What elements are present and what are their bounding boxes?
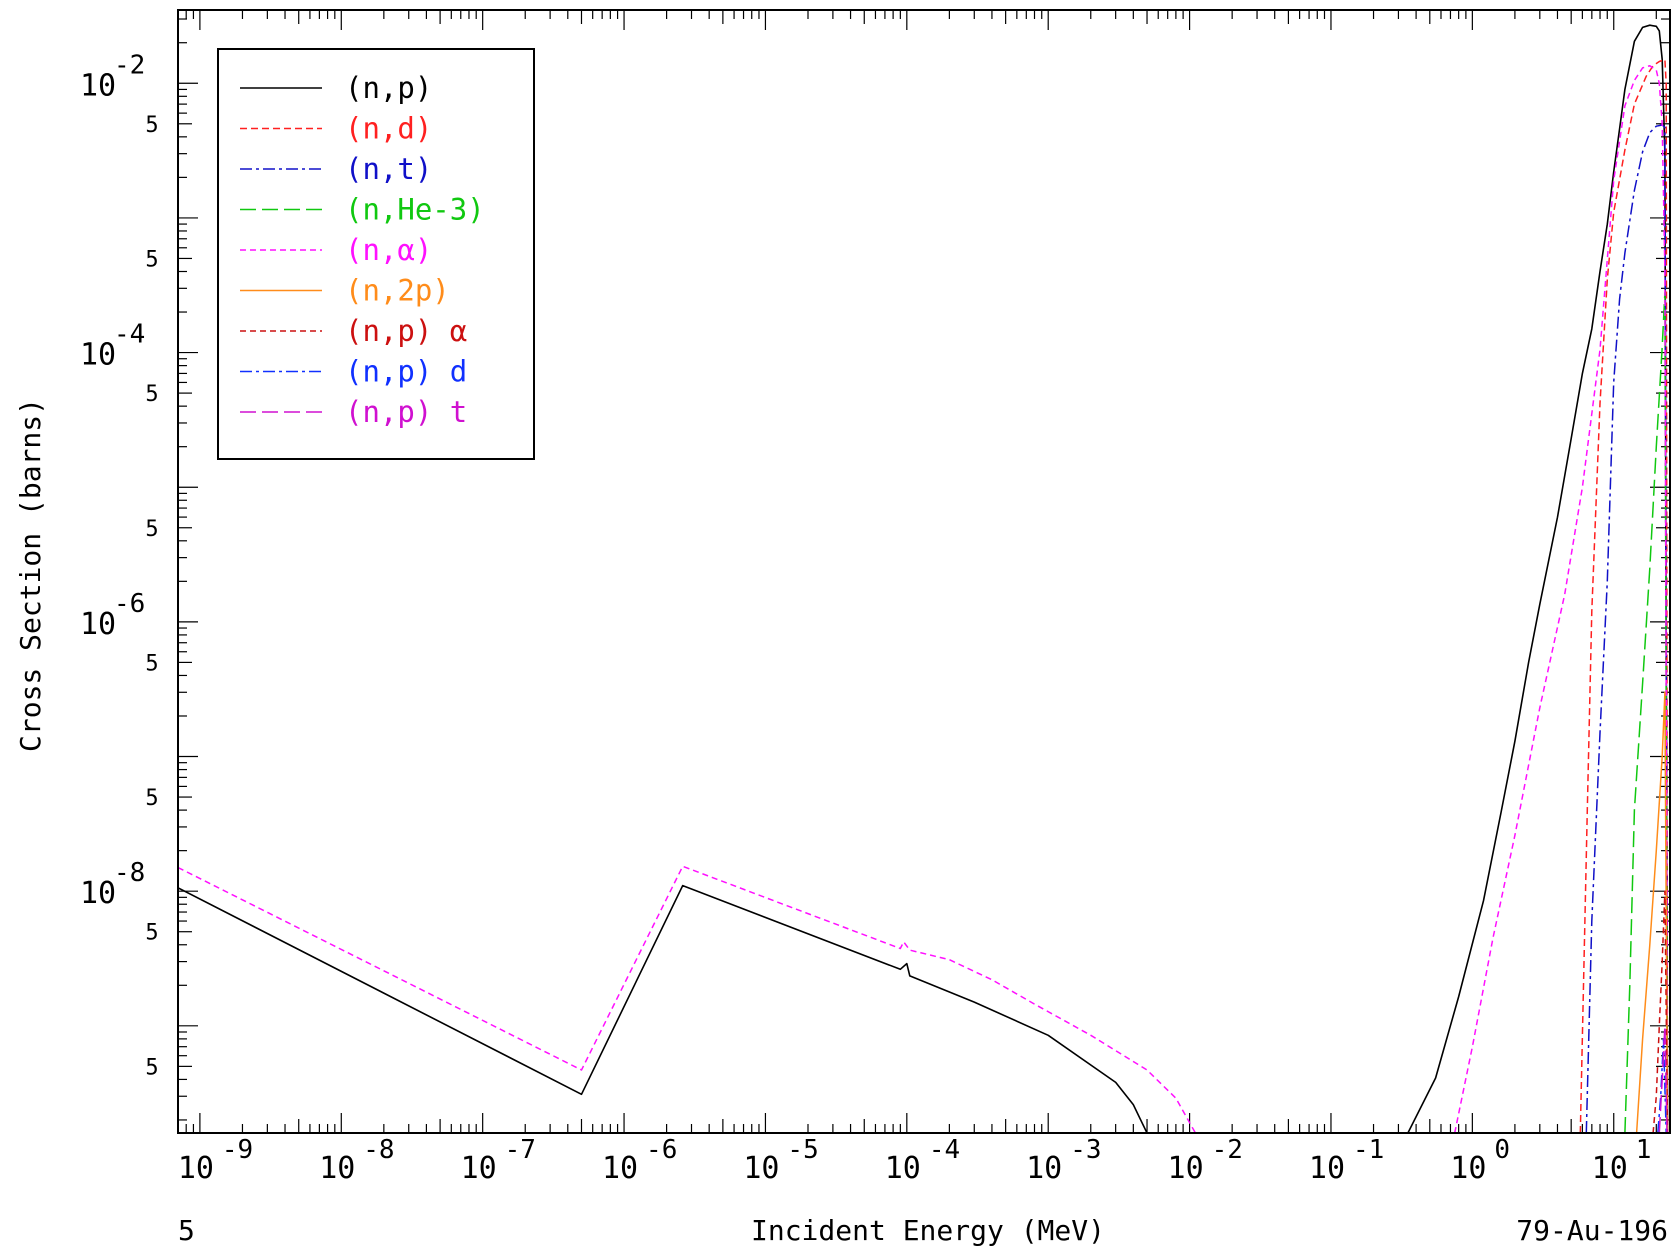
x-tick-label: 10: [178, 1151, 214, 1186]
y-tick-label: 10: [80, 607, 116, 642]
series-line-0: [178, 884, 1148, 1133]
series-line-3: [1585, 124, 1669, 1133]
y-tick-label: 10: [80, 876, 116, 911]
x-tick-label: 10: [1026, 1151, 1062, 1186]
x-tick-label: 10: [319, 1151, 355, 1186]
y-minor-label: 5: [145, 651, 158, 676]
legend-label: (n,p) d: [345, 355, 467, 389]
series-line-7: [1635, 691, 1669, 1133]
legend-label: (n,He-3): [345, 193, 485, 227]
y-minor-label: 5: [145, 517, 158, 542]
x-tick-exponent: -1: [1353, 1135, 1384, 1165]
x-tick-label: 10: [461, 1151, 497, 1186]
legend-box: [217, 48, 535, 460]
x-tick-exponent: 0: [1494, 1135, 1510, 1165]
legend-label: (n,d): [345, 112, 432, 146]
x-tick-label: 10: [1592, 1151, 1628, 1186]
x-tick-exponent: -6: [646, 1135, 677, 1165]
y-minor-label: 5: [145, 1055, 158, 1080]
legend-label: (n,t): [345, 152, 432, 186]
series-line-9: [1657, 1038, 1667, 1133]
series-line-6: [1453, 64, 1669, 1133]
y-minor-label: 5: [145, 247, 158, 272]
x-tick-exponent: -9: [222, 1135, 253, 1165]
series-line-4: [1624, 291, 1669, 1133]
legend: (n,p) (n,d) (n,t) (n,He-3) (n,α) (n,2p) (n,p) …: [217, 48, 535, 460]
legend-label: (n,α): [345, 233, 432, 267]
bottom-right-text: 79-Au-196: [1516, 1214, 1668, 1247]
y-axis-label: Cross Section (barns): [14, 398, 47, 752]
y-tick-exponent: -8: [114, 858, 145, 888]
x-tick-exponent: -3: [1070, 1135, 1101, 1165]
x-tick-exponent: -5: [787, 1135, 818, 1165]
x-tick-label: 10: [1450, 1151, 1486, 1186]
x-tick-label: 10: [602, 1151, 638, 1186]
y-tick-label: 10: [80, 68, 116, 103]
x-tick-exponent: -4: [929, 1135, 960, 1165]
x-tick-label: 10: [1309, 1151, 1345, 1186]
y-minor-label: 5: [145, 113, 158, 138]
x-tick-label: 10: [1168, 1151, 1204, 1186]
y-minor-label: 5: [145, 786, 158, 811]
y-minor-label: 5: [145, 921, 158, 946]
legend-label: (n,p) α: [345, 314, 467, 348]
y-tick-exponent: -2: [114, 50, 145, 80]
series-line-8: [1652, 890, 1669, 1133]
y-tick-exponent: -6: [114, 589, 145, 619]
x-tick-exponent: 1: [1636, 1135, 1652, 1165]
series-line-10: [1658, 1025, 1668, 1133]
y-tick-label: 10: [80, 338, 116, 373]
legend-label: (n,p) t: [345, 395, 467, 429]
series-line-2: [1579, 58, 1669, 1133]
axis-ticks: [177, 10, 1670, 1133]
x-tick-exponent: -2: [1212, 1135, 1243, 1165]
legend-label: (n,2p): [345, 274, 450, 308]
legend-label: (n,p): [345, 71, 432, 105]
tick-labels: 10-910-810-710-610-510-410-310-210-11001…: [80, 50, 1651, 1186]
x-axis-label: Incident Energy (MeV): [751, 1214, 1105, 1247]
x-tick-exponent: -7: [505, 1135, 536, 1165]
y-minor-label: 5: [145, 382, 158, 407]
bottom-left-text: 5: [178, 1214, 195, 1247]
series-line-1: [1407, 24, 1669, 1133]
x-tick-label: 10: [743, 1151, 779, 1186]
series-layer: [178, 24, 1669, 1133]
x-tick-label: 10: [885, 1151, 921, 1186]
plot-frame: [177, 9, 1671, 1134]
x-tick-exponent: -8: [363, 1135, 394, 1165]
series-line-5: [178, 865, 1197, 1133]
y-tick-exponent: -4: [114, 320, 145, 350]
